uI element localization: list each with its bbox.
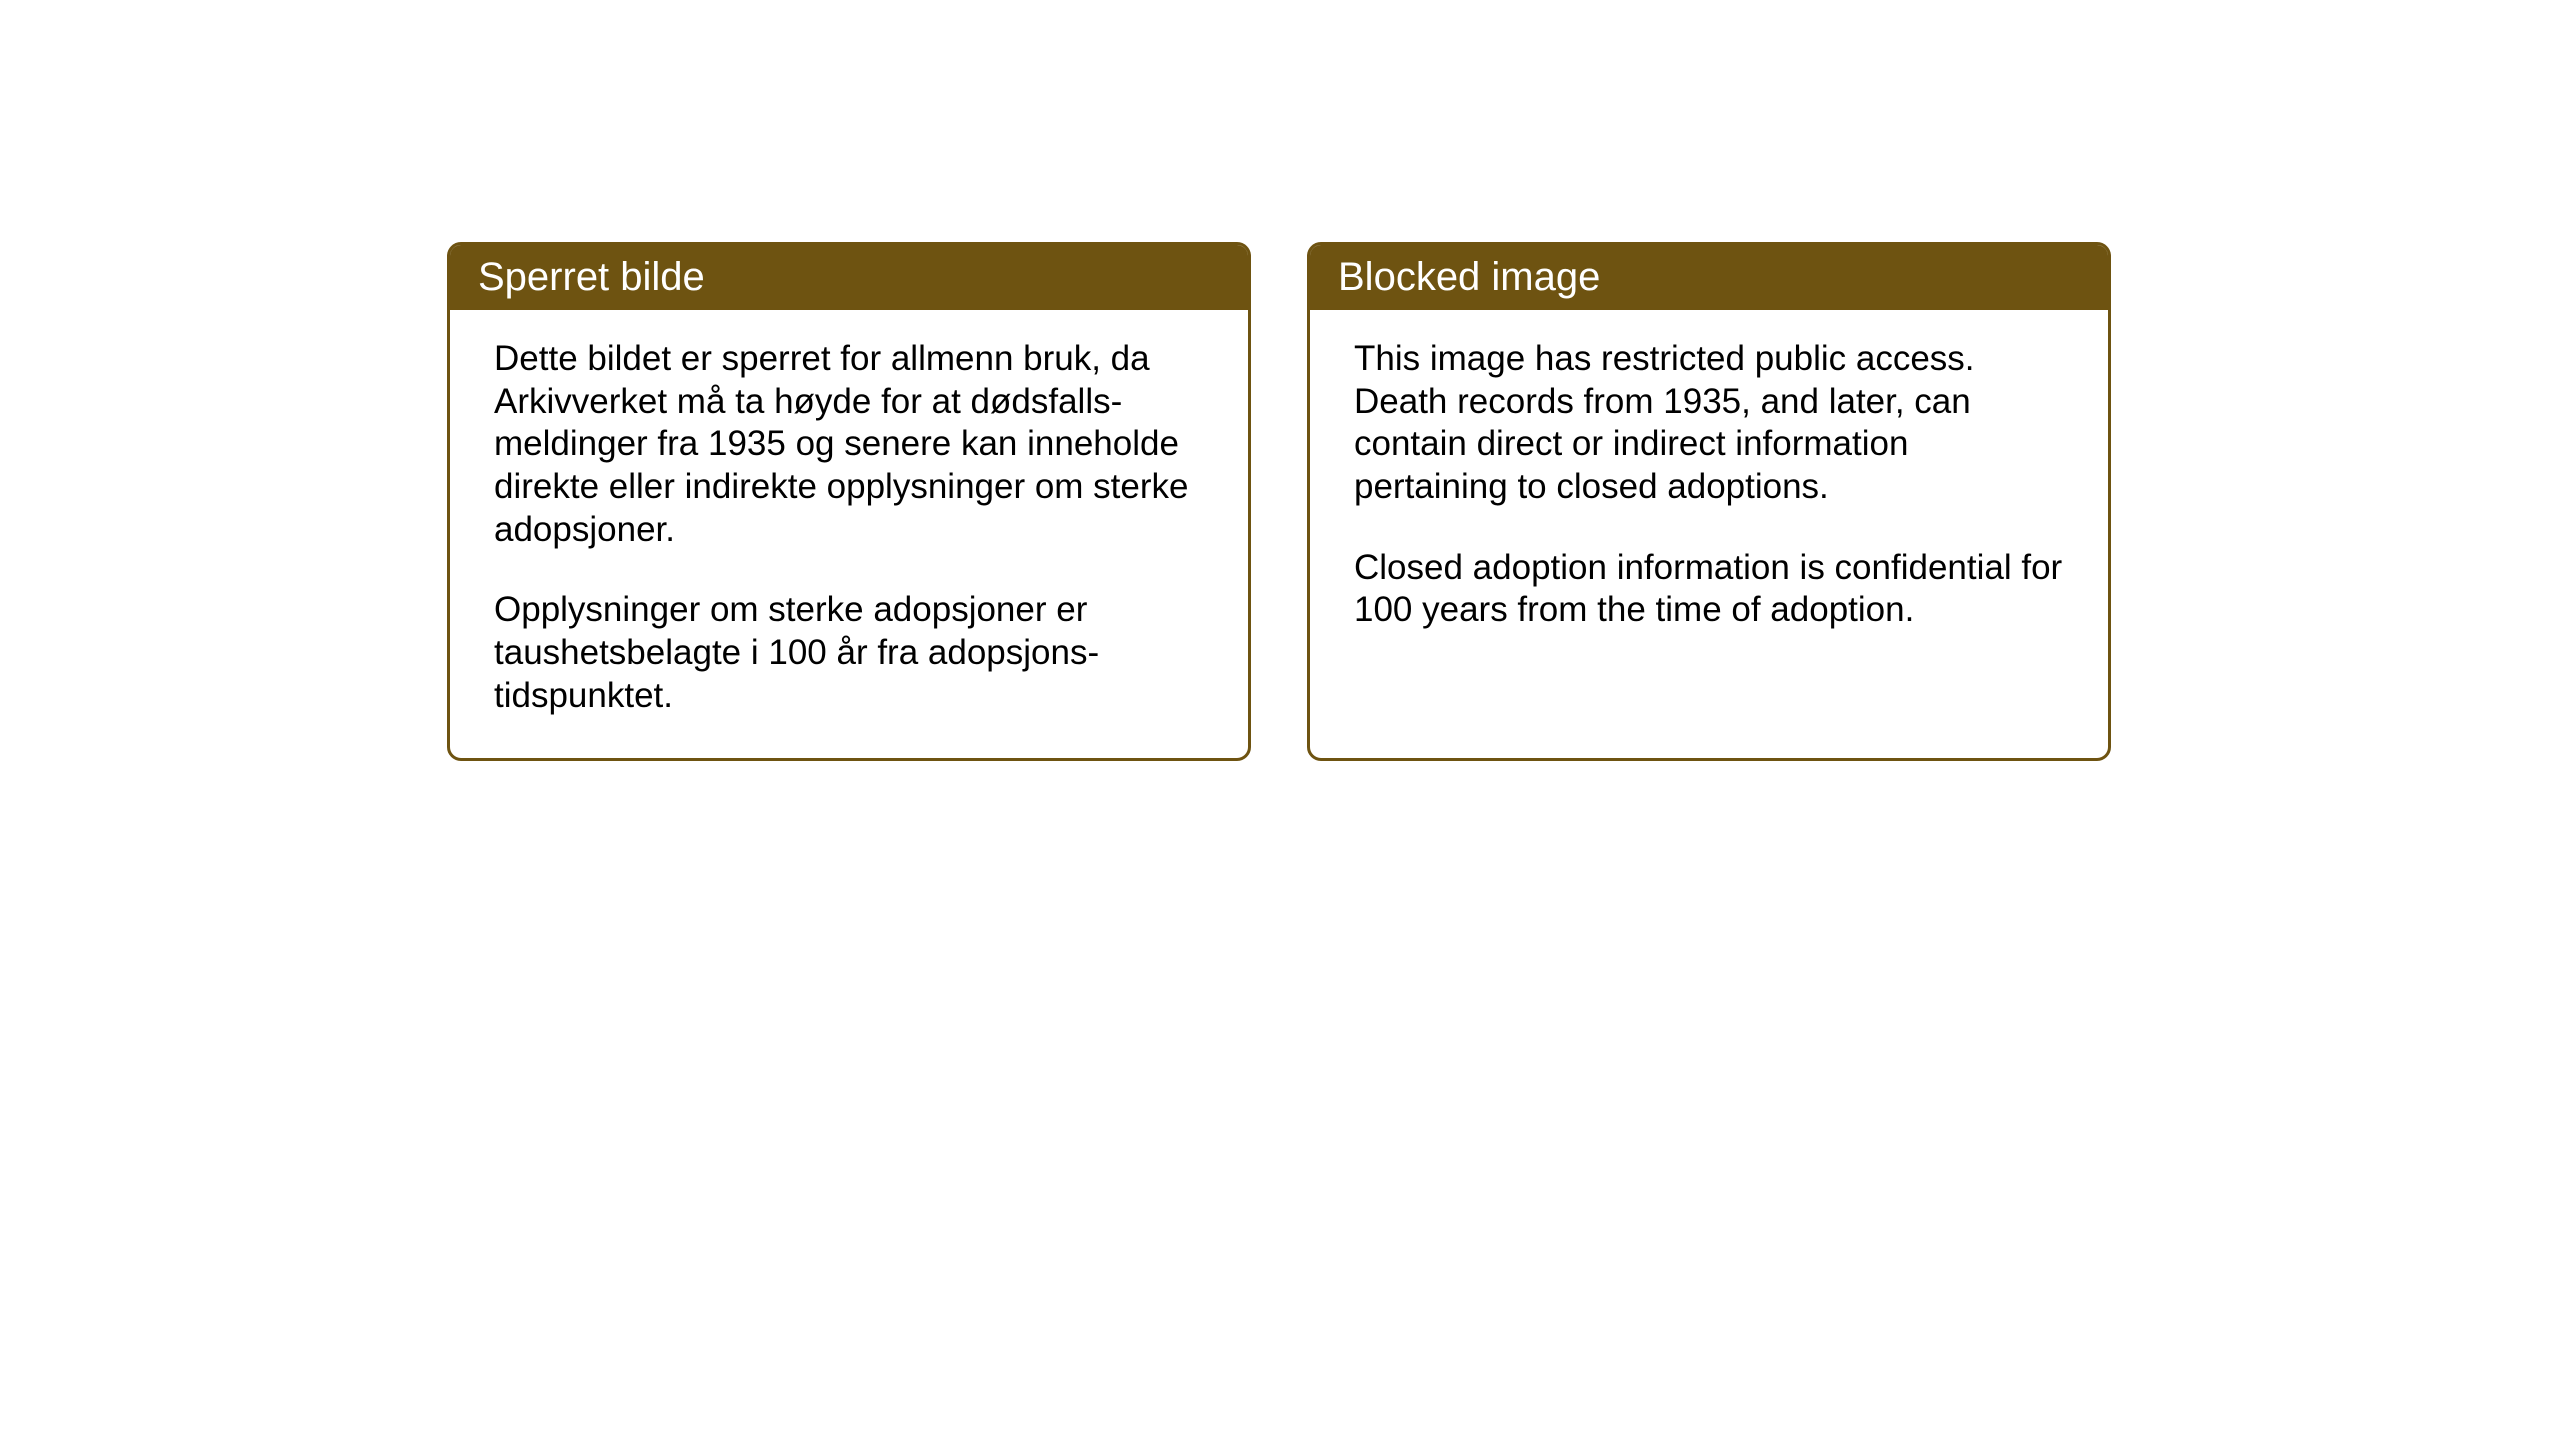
card-body-english: This image has restricted public access.… [1310,310,2108,710]
card-header-english: Blocked image [1310,245,2108,310]
card-header-norwegian: Sperret bilde [450,245,1248,310]
card-paragraph-2-norwegian: Opplysninger om sterke adopsjoner er tau… [494,589,1204,717]
notice-card-norwegian: Sperret bilde Dette bildet er sperret fo… [447,242,1251,761]
notice-card-english: Blocked image This image has restricted … [1307,242,2111,761]
card-paragraph-1-english: This image has restricted public access.… [1354,338,2064,509]
card-body-norwegian: Dette bildet er sperret for allmenn bruk… [450,310,1248,758]
card-paragraph-2-english: Closed adoption information is confident… [1354,547,2064,632]
card-title-english: Blocked image [1338,255,2080,300]
card-title-norwegian: Sperret bilde [478,255,1220,300]
card-paragraph-1-norwegian: Dette bildet er sperret for allmenn bruk… [494,338,1204,551]
notice-container: Sperret bilde Dette bildet er sperret fo… [447,242,2111,761]
